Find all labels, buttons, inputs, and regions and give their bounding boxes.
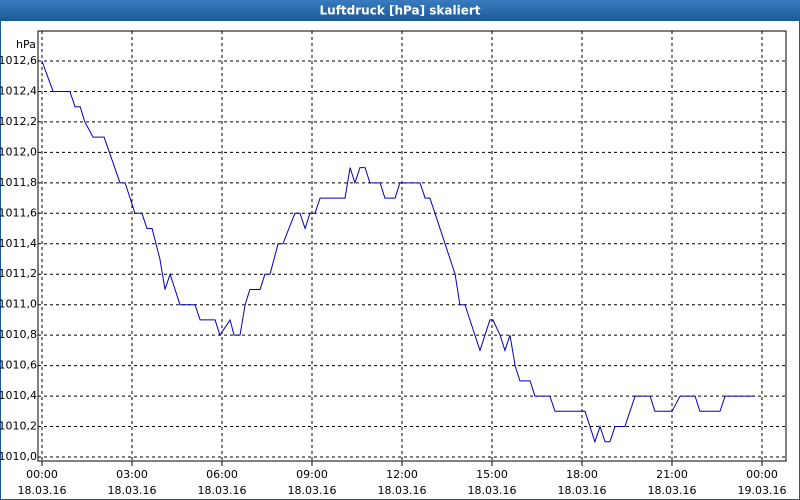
data-line <box>41 60 756 444</box>
x-tick-date: 18.03.16 <box>198 484 247 497</box>
x-tick-label: 03:00 <box>116 468 148 481</box>
y-unit: hPa <box>16 38 36 51</box>
x-tick-date: 18.03.16 <box>18 484 67 497</box>
y-tick-label: 1012,0 <box>0 145 37 158</box>
y-tick-label: 1011,6 <box>0 206 37 219</box>
y-tick-label: 1011,4 <box>0 237 37 250</box>
x-tick-label: 12:00 <box>386 468 418 481</box>
x-tick-label: 18:00 <box>566 468 598 481</box>
y-tick-label: 1011,0 <box>0 298 37 311</box>
x-tick-label: 09:00 <box>296 468 328 481</box>
y-tick-label: 1011,8 <box>0 176 37 189</box>
plot-frame <box>37 30 787 462</box>
y-tick-label: 1010,4 <box>0 389 37 402</box>
x-tick-label: 00:00 <box>26 468 58 481</box>
y-tick-label: 1012,2 <box>0 115 37 128</box>
x-tick-label: 06:00 <box>206 468 238 481</box>
y-tick-label: 1010,8 <box>0 328 37 341</box>
y-tick-label: 1011,2 <box>0 267 37 280</box>
y-tick-label: 1012,4 <box>0 84 37 97</box>
title-bar <box>0 0 800 21</box>
y-tick-label: 1010,6 <box>0 359 37 372</box>
y-tick-label: 1010,0 <box>0 450 37 463</box>
x-tick-date: 18.03.16 <box>558 484 607 497</box>
x-tick-date: 18.03.16 <box>378 484 427 497</box>
y-tick-label: 1010,2 <box>0 420 37 433</box>
x-tick-date: 18.03.16 <box>468 484 517 497</box>
x-tick-date: 18.03.16 <box>108 484 157 497</box>
chart-title: Luftdruck [hPa] skaliert <box>320 4 481 18</box>
x-tick-label: 21:00 <box>656 468 688 481</box>
y-tick-label: 1012,6 <box>0 54 37 67</box>
x-tick-label: 15:00 <box>476 468 508 481</box>
x-tick-date: 19.03.16 <box>738 484 787 497</box>
x-tick-date: 18.03.16 <box>288 484 337 497</box>
x-tick-date: 18.03.16 <box>648 484 697 497</box>
x-tick-label: 00:00 <box>746 468 778 481</box>
